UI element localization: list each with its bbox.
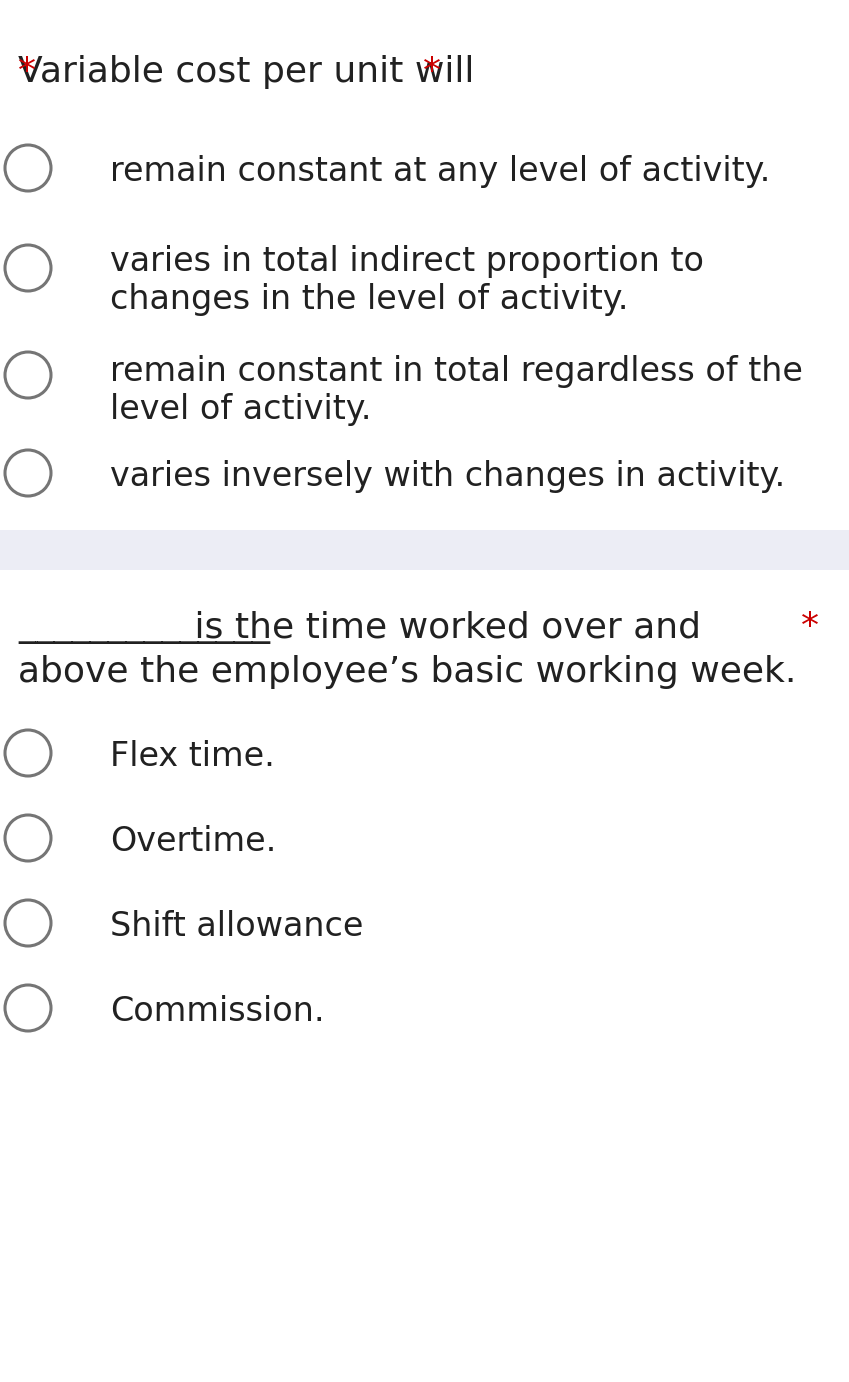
Text: Overtime.: Overtime. bbox=[110, 825, 277, 858]
Text: ______________: ______________ bbox=[18, 609, 270, 644]
Text: varies inversely with changes in activity.: varies inversely with changes in activit… bbox=[110, 460, 785, 493]
Text: *: * bbox=[801, 609, 819, 644]
Text: Commission.: Commission. bbox=[110, 995, 324, 1028]
Text: remain constant in total regardless of the: remain constant in total regardless of t… bbox=[110, 355, 803, 388]
Text: Shift allowance: Shift allowance bbox=[110, 909, 363, 943]
Text: Flex time.: Flex time. bbox=[110, 739, 275, 773]
Text: above the employee’s basic working week.: above the employee’s basic working week. bbox=[18, 655, 796, 690]
Text: remain constant at any level of activity.: remain constant at any level of activity… bbox=[110, 155, 770, 188]
Text: varies in total indirect proportion to: varies in total indirect proportion to bbox=[110, 245, 704, 278]
Text: changes in the level of activity.: changes in the level of activity. bbox=[110, 283, 628, 316]
Bar bbox=[0, 531, 849, 569]
Text: Variable cost per unit will: Variable cost per unit will bbox=[18, 55, 486, 88]
Text: is the time worked over and: is the time worked over and bbox=[183, 609, 712, 644]
Text: *: * bbox=[423, 55, 441, 88]
Text: level of activity.: level of activity. bbox=[110, 392, 372, 426]
Text: *: * bbox=[18, 55, 36, 88]
